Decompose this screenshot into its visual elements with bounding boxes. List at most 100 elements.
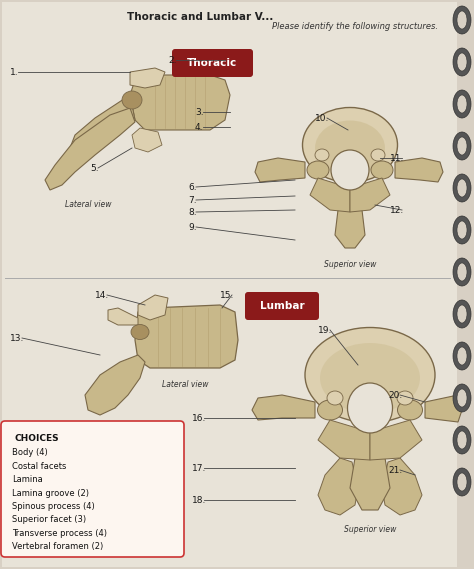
Text: 13.: 13. [10,333,24,343]
Ellipse shape [347,383,392,433]
Text: Superior view: Superior view [344,525,396,534]
Ellipse shape [318,400,343,420]
Text: Please identify the following structures.: Please identify the following structures… [272,22,438,31]
Polygon shape [350,178,390,212]
Text: 2.: 2. [168,56,176,64]
Ellipse shape [453,6,471,34]
Ellipse shape [457,473,467,491]
Text: Vertebral foramen (2): Vertebral foramen (2) [12,542,103,551]
Ellipse shape [122,91,142,109]
Text: Thoracic and Lumbar V...: Thoracic and Lumbar V... [127,12,273,22]
Ellipse shape [315,121,385,175]
Text: 15.: 15. [220,291,234,299]
Ellipse shape [453,174,471,202]
Ellipse shape [331,150,369,190]
Text: 14.: 14. [95,291,109,299]
Text: 7.: 7. [188,196,197,204]
Ellipse shape [453,132,471,160]
Text: Body (4): Body (4) [12,448,48,457]
Ellipse shape [457,179,467,197]
Text: 16.: 16. [192,414,206,423]
FancyBboxPatch shape [245,292,319,320]
Text: 4.: 4. [195,122,203,131]
Polygon shape [350,458,390,510]
Ellipse shape [453,426,471,454]
Ellipse shape [453,384,471,412]
Polygon shape [252,395,315,420]
Ellipse shape [320,343,420,413]
Ellipse shape [457,53,467,71]
Polygon shape [130,68,165,88]
FancyBboxPatch shape [1,421,184,557]
Polygon shape [108,308,138,325]
Text: Lamina groove (2): Lamina groove (2) [12,489,89,497]
Polygon shape [70,95,135,155]
Polygon shape [255,158,305,182]
Text: 20.: 20. [388,390,402,399]
Text: Lamina: Lamina [12,475,43,484]
Text: Superior view: Superior view [324,260,376,269]
Polygon shape [138,295,168,320]
Text: 12.: 12. [390,205,404,215]
Ellipse shape [315,149,329,161]
Ellipse shape [453,90,471,118]
Text: Lumbar: Lumbar [260,301,304,311]
Text: Superior facet (3): Superior facet (3) [12,516,86,525]
Ellipse shape [453,258,471,286]
Polygon shape [382,458,422,515]
Ellipse shape [453,342,471,370]
Ellipse shape [371,149,385,161]
Text: 6.: 6. [188,183,197,192]
Polygon shape [85,355,145,415]
Ellipse shape [397,391,413,405]
Ellipse shape [302,108,398,183]
FancyBboxPatch shape [2,2,457,567]
Polygon shape [310,178,350,212]
Ellipse shape [453,468,471,496]
Polygon shape [318,420,370,460]
Ellipse shape [457,389,467,407]
Text: CHOICES: CHOICES [14,434,59,443]
Ellipse shape [453,300,471,328]
Ellipse shape [453,216,471,244]
Polygon shape [45,108,135,190]
Ellipse shape [457,347,467,365]
Text: Thoracic: Thoracic [187,58,237,68]
Polygon shape [318,458,358,515]
Text: Spinous process (4): Spinous process (4) [12,502,95,511]
Text: 17.: 17. [192,464,206,472]
Ellipse shape [307,161,329,179]
Ellipse shape [131,324,149,340]
Text: 9.: 9. [188,222,197,232]
Polygon shape [395,158,443,182]
FancyBboxPatch shape [172,49,253,77]
Ellipse shape [457,305,467,323]
Text: 8.: 8. [188,208,197,216]
Text: 18.: 18. [192,496,206,505]
Polygon shape [335,210,365,248]
Polygon shape [130,75,230,130]
Polygon shape [370,420,422,460]
Text: Transverse process (4): Transverse process (4) [12,529,107,538]
Ellipse shape [453,48,471,76]
Polygon shape [425,395,462,422]
Ellipse shape [327,391,343,405]
Polygon shape [135,305,238,368]
Text: 3.: 3. [195,108,204,117]
Text: Costal facets: Costal facets [12,461,66,471]
Polygon shape [132,128,162,152]
Text: 1.: 1. [10,68,18,76]
Text: 21.: 21. [388,465,402,475]
Ellipse shape [457,263,467,281]
Text: 19.: 19. [318,325,332,335]
Text: 11.: 11. [390,154,404,163]
Ellipse shape [398,400,422,420]
Ellipse shape [305,328,435,423]
Ellipse shape [457,221,467,239]
Ellipse shape [371,161,393,179]
Ellipse shape [457,95,467,113]
Text: Lateral view: Lateral view [65,200,111,209]
Ellipse shape [457,431,467,449]
Ellipse shape [457,11,467,29]
Text: Lateral view: Lateral view [162,380,208,389]
